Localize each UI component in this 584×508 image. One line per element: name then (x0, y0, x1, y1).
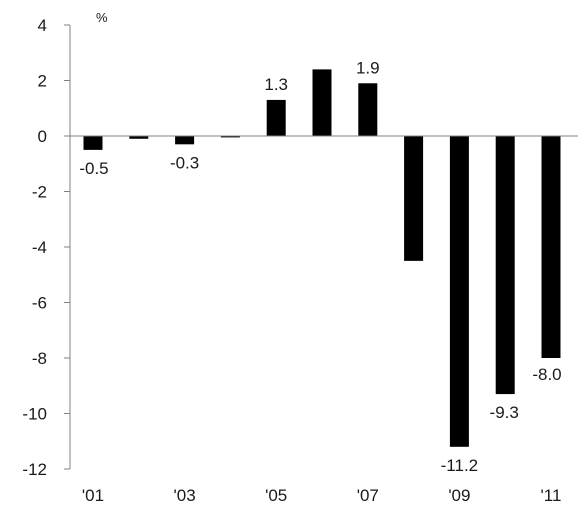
y-axis: 4 2 0 -2 -4 -6 -8 -10 -12 (22, 16, 71, 479)
data-label: 1.9 (356, 58, 380, 77)
y-unit-label: % (96, 10, 108, 25)
y-tick-label: 4 (38, 16, 47, 35)
bar (495, 136, 515, 395)
y-tick-label: -6 (32, 294, 47, 313)
y-tick-label: -4 (32, 238, 47, 257)
bar (129, 136, 149, 139)
x-tick-label: '01 (82, 486, 104, 505)
x-tick-label: '09 (448, 486, 470, 505)
x-tick-label: '03 (174, 486, 196, 505)
y-tick-label: 2 (38, 72, 47, 91)
bars (83, 69, 561, 447)
bar (83, 136, 103, 150)
data-label: -9.3 (490, 403, 519, 422)
data-label: 1.3 (264, 75, 288, 94)
data-labels: -0.5 -0.3 1.3 1.9 -11.2 -9.3 -8.0 (79, 58, 561, 475)
bar (404, 136, 424, 261)
y-tick-label: -8 (32, 349, 47, 368)
x-axis: '01 '03 '05 '07 '09 '11 (70, 135, 578, 505)
bar (449, 136, 469, 447)
bar (220, 136, 240, 138)
bar (266, 99, 286, 136)
data-label: -0.5 (79, 159, 108, 178)
bar (358, 83, 378, 136)
bar (312, 69, 332, 136)
x-tick-label: '05 (265, 486, 287, 505)
bar (541, 136, 561, 358)
bar (175, 136, 195, 145)
y-tick-label: -10 (22, 405, 47, 424)
x-tick-label: '07 (357, 486, 379, 505)
data-label: -11.2 (441, 456, 479, 475)
data-label: -0.3 (170, 153, 199, 172)
y-tick-label: 0 (38, 127, 47, 146)
y-tick-label: -12 (22, 460, 47, 479)
x-tick-label: '11 (541, 486, 562, 505)
y-tick-label: -2 (32, 183, 47, 202)
data-label: -8.0 (532, 365, 561, 384)
